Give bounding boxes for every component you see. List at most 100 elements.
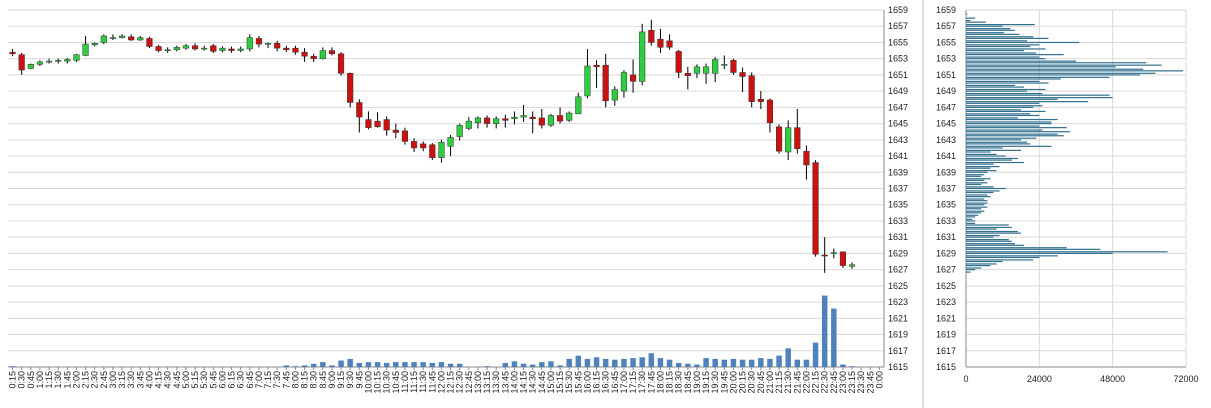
x-tick-label: 11:30 [418,371,428,393]
profile-bar [966,212,982,214]
profile-bar [966,122,1052,125]
profile-bar [966,86,1025,88]
y-tick-label: 1633 [888,216,908,226]
x-tick-label: 18:30 [674,371,684,394]
x-tick-label: 18:45 [683,371,693,394]
candle-body [830,252,837,254]
profile-bar [966,13,968,15]
profile-y-tick-label: 1651 [936,70,956,80]
volume-bar [675,362,682,367]
x-tick-label: 2:45 [99,371,109,389]
profile-bar [966,90,1028,92]
profile-bar [966,121,1052,123]
y-tick-label: 1657 [888,21,908,31]
profile-x-tick-label: 24000 [1027,374,1052,384]
profile-bar [966,163,994,165]
profile-bar [966,182,988,184]
volume-bar [456,363,463,367]
x-tick-label: 3:15 [117,371,127,389]
profile-bar [966,113,1031,115]
profile-bar [966,159,1012,161]
candle-body [283,47,290,51]
profile-bar [966,24,1035,26]
candle-body [246,37,253,50]
candle-body [821,254,828,257]
profile-bar [966,29,1015,31]
profile-bar [966,170,997,172]
profile-bar [966,224,1009,226]
candle-body [429,144,436,158]
x-tick-label: 4:00 [144,371,154,389]
profile-bar [966,19,971,22]
candle-body [611,89,618,101]
volume-bar [612,359,618,367]
x-tick-label: 9:30 [345,371,355,389]
candle-body [155,46,162,51]
profile-y-tick-label: 1645 [936,119,956,129]
profile-bar [966,194,988,196]
profile-bar [966,153,997,156]
x-tick-label: 20:45 [756,371,766,394]
x-tick-label: 12:15 [446,371,456,394]
candle-body [356,102,363,118]
y-tick-label: 1649 [888,86,908,96]
profile-bar [966,259,1034,261]
candle-body [520,115,527,118]
volume-bar [566,358,572,367]
x-tick-label: 0:30 [17,371,27,389]
x-tick-label: 21:45 [792,371,802,394]
profile-bar [966,269,976,271]
volume-bar [694,364,700,367]
candle-body [848,264,856,267]
x-tick-label: 6:30 [236,371,246,389]
candle-body [547,115,555,126]
volume-bar [803,359,810,367]
x-tick-label: 15:45 [573,371,583,394]
x-tick-label: 12:45 [464,371,474,394]
profile-bar [966,17,976,19]
candle-body [210,45,217,52]
profile-bar [966,165,1000,168]
candle-body [839,251,847,266]
profile-bar [966,40,1028,42]
volume-bar [758,358,764,367]
x-tick-label: 23:45 [865,371,875,394]
x-tick-label: 1:45 [62,371,72,389]
volume-bar [402,362,408,367]
x-tick-label: 11:45 [427,371,437,393]
x-tick-label: 8:45 [318,371,328,389]
profile-y-tick-label: 1633 [936,216,956,226]
profile-bar [966,68,1144,70]
x-tick-label: 13:45 [500,371,510,394]
x-tick-label: 19:15 [701,371,711,394]
profile-y-tick-label: 1647 [936,102,956,112]
profile-bar [966,247,1067,249]
volume-bar [849,366,855,367]
candle-body [712,59,719,74]
profile-bar [966,141,1028,143]
profile-bar [966,106,1034,108]
profile-bar [966,252,1113,255]
volume-bar [557,365,563,367]
profile-bar [966,58,1046,60]
profile-bar [966,66,1116,68]
volume-bar [812,342,819,367]
candle-body [328,50,336,55]
volume-bar [785,348,791,367]
candle-body [118,35,126,38]
profile-bar [966,21,986,23]
profile-bar [966,214,979,216]
volume-bar [840,364,846,367]
profile-bar [966,25,1003,27]
volume-bar [575,355,582,367]
volume-bar [703,358,709,367]
y-tick-label: 1635 [888,200,908,210]
x-tick-label: 2:15 [81,371,91,389]
profile-bar [966,157,1018,160]
x-tick-label: 12:00 [436,371,446,394]
x-tick-label: 4:30 [163,371,173,389]
volume-bar [539,362,545,367]
x-tick-label: 10:15 [373,371,383,394]
volume-bar [548,361,554,367]
